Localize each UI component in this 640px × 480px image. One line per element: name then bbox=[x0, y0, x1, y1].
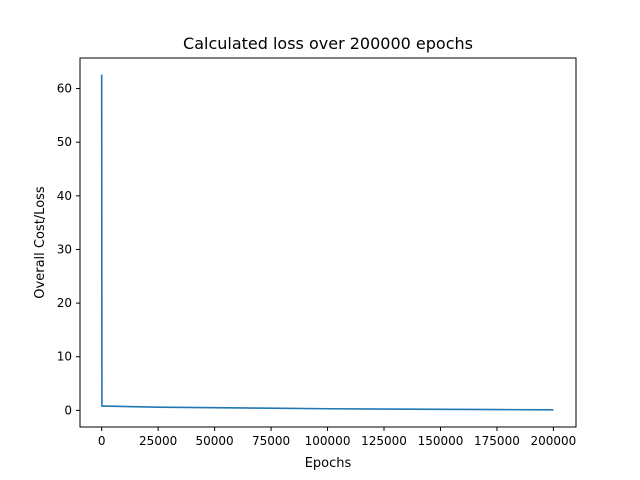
y-axis-label: Overall Cost/Loss bbox=[33, 186, 48, 299]
x-tick-label: 150000 bbox=[418, 434, 464, 448]
x-tick-label: 125000 bbox=[361, 434, 407, 448]
y-tick-label: 10 bbox=[57, 350, 72, 364]
y-tick-label: 0 bbox=[64, 403, 72, 417]
plot-area bbox=[79, 57, 577, 428]
x-tick-label: 175000 bbox=[474, 434, 520, 448]
y-tick-label: 20 bbox=[57, 296, 72, 310]
y-axis-ticks: 0 10 20 30 40 50 60 bbox=[57, 82, 80, 417]
y-tick-label: 30 bbox=[57, 242, 72, 256]
y-tick-label: 40 bbox=[57, 189, 72, 203]
x-axis-ticks: 0 25000 50000 75000 100000 125000 150000 175000… bbox=[98, 427, 576, 448]
x-tick-label: 200000 bbox=[531, 434, 577, 448]
x-axis-label: Epochs bbox=[305, 456, 352, 471]
axes-frame bbox=[79, 57, 577, 428]
series-line-loss bbox=[100, 74, 554, 411]
chart-title: Calculated loss over 200000 epochs bbox=[183, 34, 473, 53]
x-tick-label: 75000 bbox=[252, 434, 290, 448]
x-tick-label: 25000 bbox=[139, 434, 177, 448]
x-tick-label: 100000 bbox=[305, 434, 351, 448]
y-tick-label: 60 bbox=[57, 82, 72, 96]
x-tick-label: 50000 bbox=[196, 434, 234, 448]
y-tick-label: 50 bbox=[57, 135, 72, 149]
x-tick-label: 0 bbox=[98, 434, 106, 448]
